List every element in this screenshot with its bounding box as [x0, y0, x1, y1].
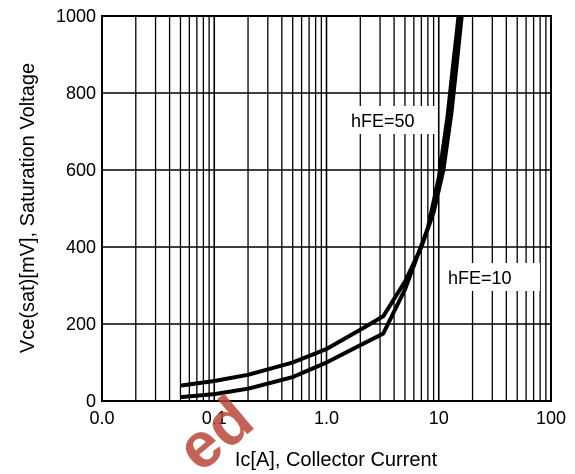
y-tick-label: 800	[66, 83, 96, 103]
series-label-bg-hfe10	[444, 263, 540, 291]
series-line-hfe10	[180, 15, 464, 388]
y-tick-label: 1000	[56, 6, 96, 26]
y-tick-label: 200	[66, 314, 96, 334]
x-tick-label: 0.0	[89, 408, 114, 428]
chart-series-group	[180, 15, 464, 400]
x-axis-label: Ic[A], Collector Current	[235, 449, 438, 471]
series-line-hfe50	[180, 15, 461, 400]
y-tick-label: 0	[86, 391, 96, 411]
x-tick-labels: 0.0 0.1 1.0 10 100	[89, 408, 566, 428]
y-tick-label: 600	[66, 160, 96, 180]
y-tick-labels: 0 200 400 600 800 1000	[56, 6, 96, 411]
x-tick-label: 10	[429, 408, 449, 428]
chart-grid	[101, 15, 551, 402]
series-label-hfe10: hFE=10	[448, 268, 512, 288]
series-label-bg-hfe50	[347, 106, 435, 134]
x-tick-label: 100	[536, 408, 566, 428]
y-tick-label: 400	[66, 237, 96, 257]
y-axis-label: Vce(sat)[mV], Saturation Voltage	[17, 63, 39, 353]
x-tick-label: 0.1	[202, 408, 227, 428]
x-tick-label: 1.0	[314, 408, 339, 428]
series-label-hfe50: hFE=50	[351, 111, 415, 131]
plot-frame	[101, 15, 552, 402]
